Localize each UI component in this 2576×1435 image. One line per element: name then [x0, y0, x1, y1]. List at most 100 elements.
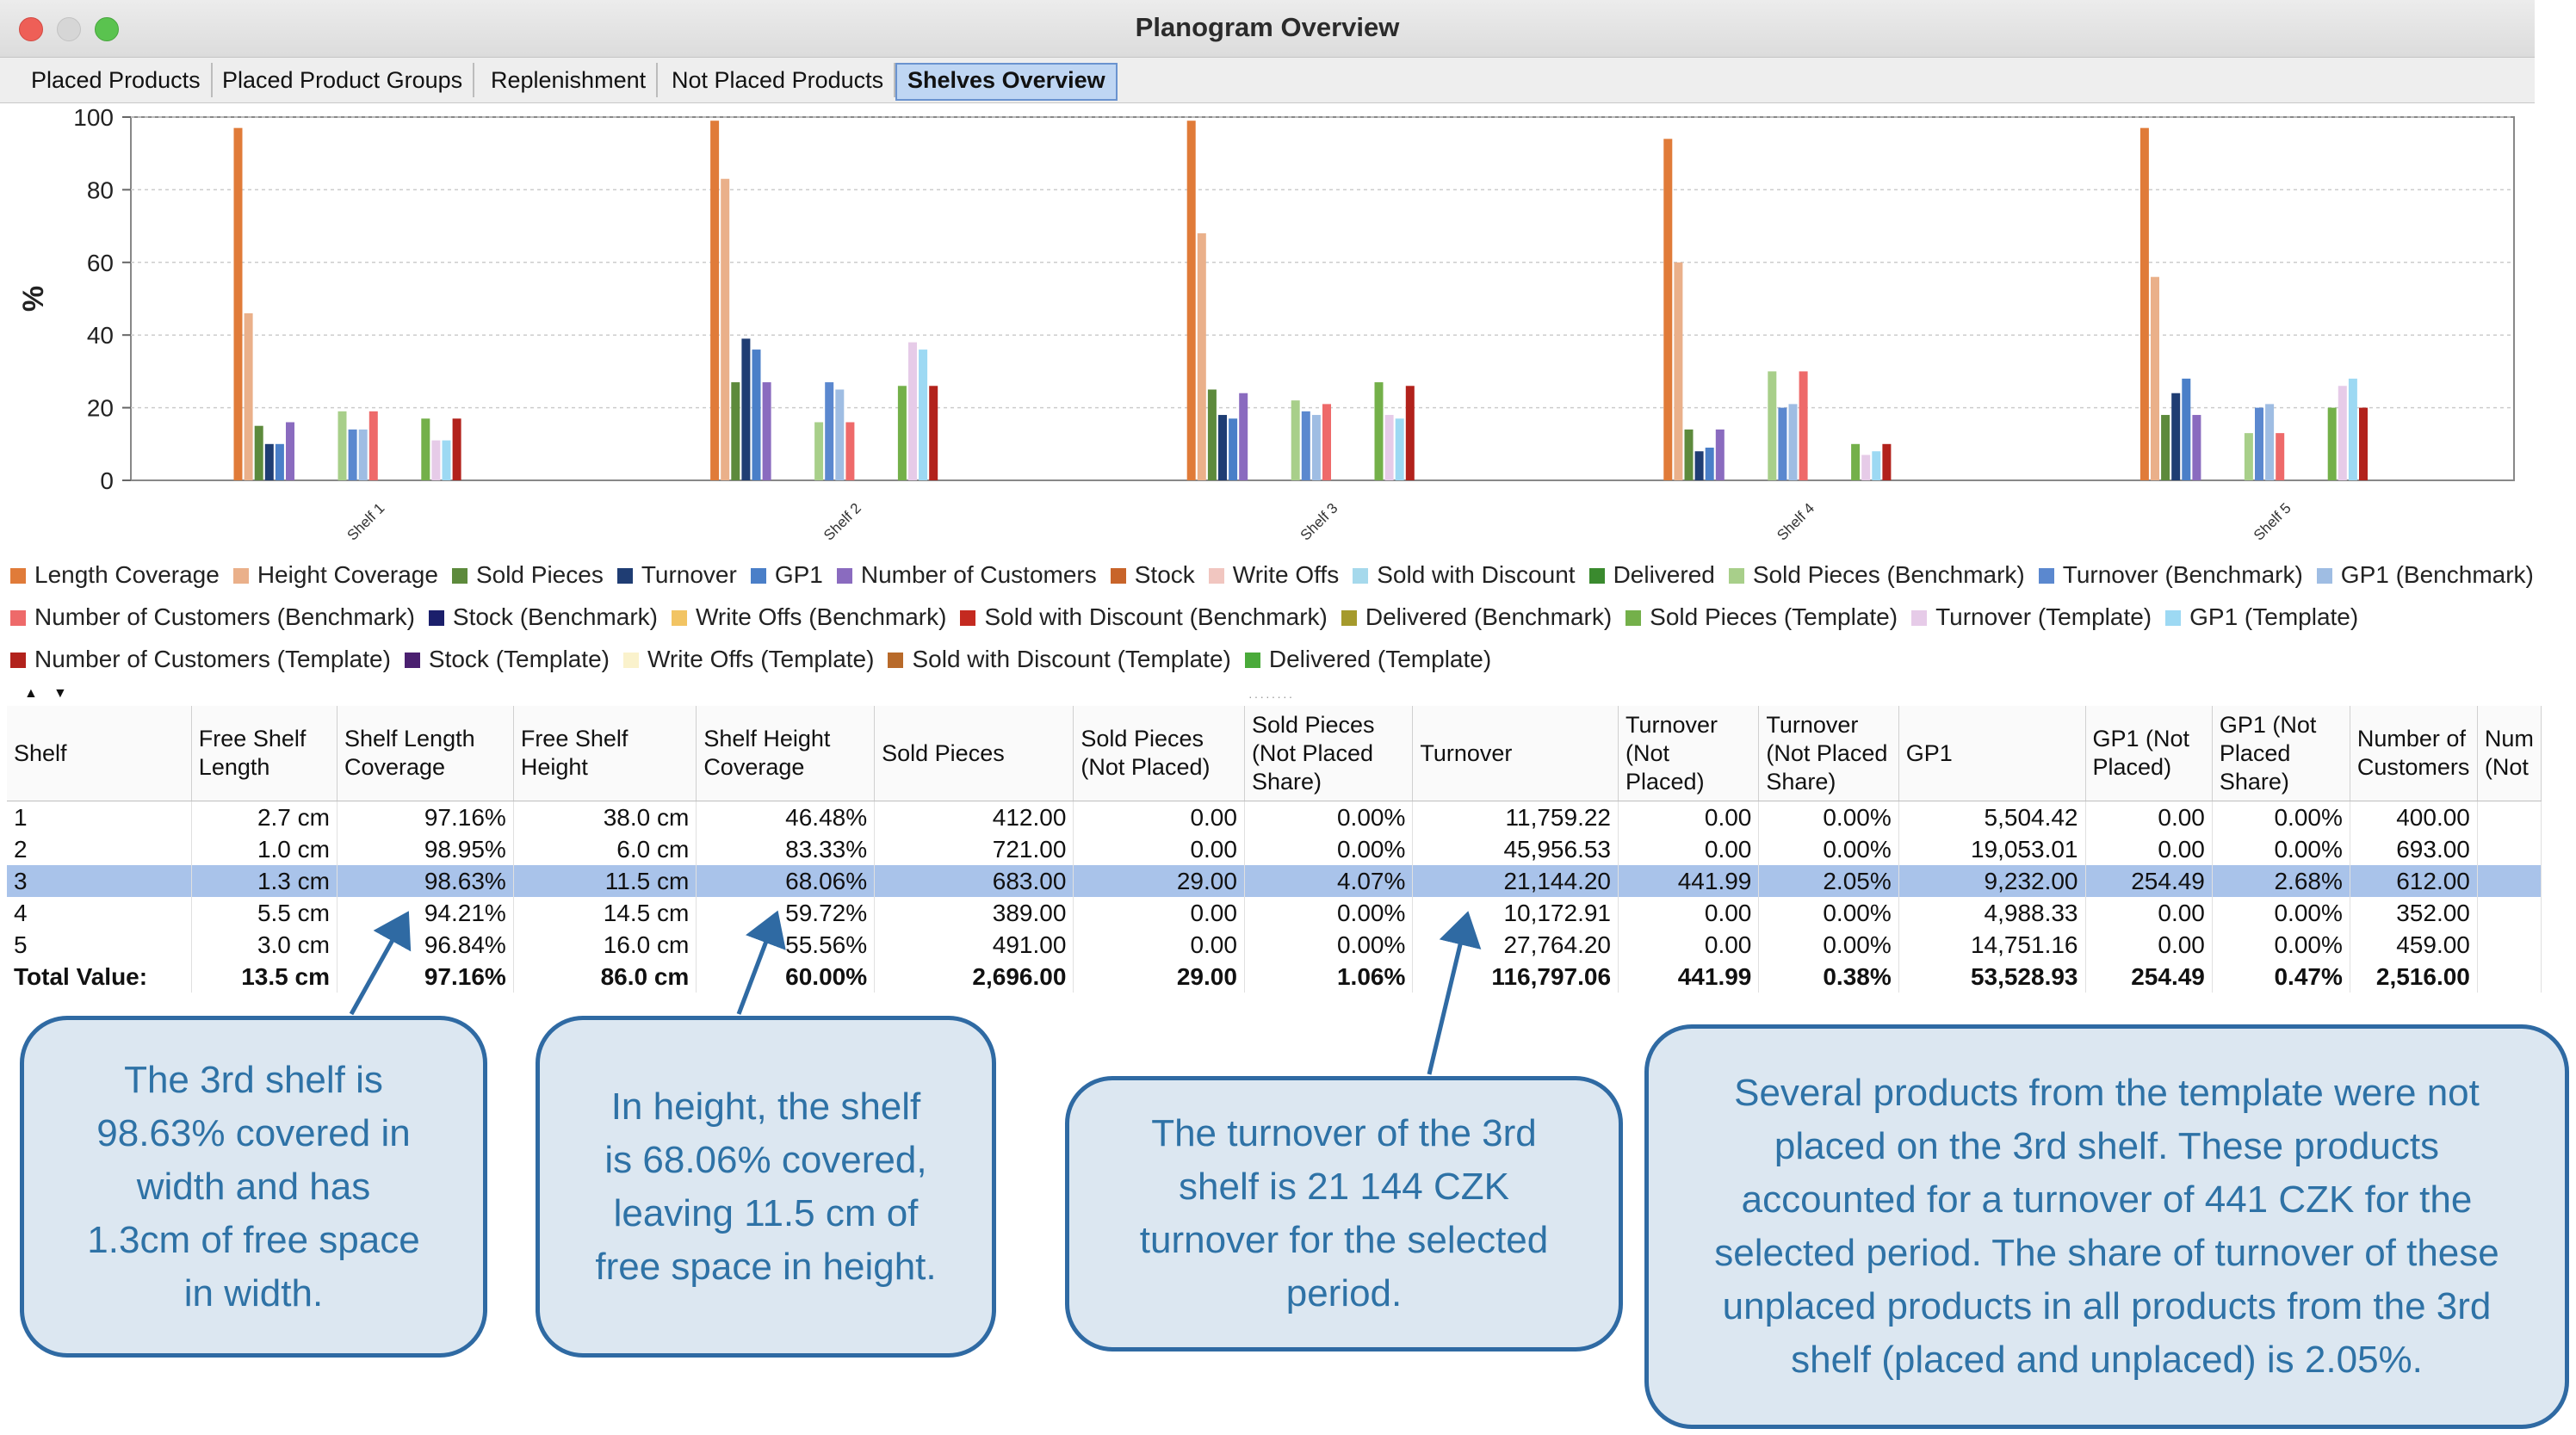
table-cell: 86.0 cm: [513, 961, 697, 993]
table-cell: 0.47%: [2212, 961, 2350, 993]
legend-label: GP1 (Template): [2189, 603, 2359, 630]
legend-swatch: [1625, 610, 1642, 626]
table-total-row[interactable]: Total Value: 13.5 cm 97.16% 86.0 cm 60.00% 2,…: [7, 961, 2542, 993]
table-row[interactable]: 4 5.5 cm 94.21% 14.5 cm 59.72% 389.00 0.00 0.00…: [7, 897, 2542, 929]
bar: [1674, 262, 1683, 480]
legend-swatch: [1728, 568, 1744, 584]
bar: [1705, 448, 1714, 480]
table-row[interactable]: 5 3.0 cm 96.84% 16.0 cm 55.56% 491.00 0.00 0.00…: [7, 929, 2542, 961]
bar: [1799, 371, 1808, 480]
legend-item: Height Coverage: [232, 561, 438, 589]
table-cell: 1.0 cm: [191, 833, 337, 865]
table-cell: 0.00%: [2212, 801, 2350, 833]
table-cell: 60.00%: [696, 961, 876, 993]
column-header[interactable]: Sold Pieces (Not Placed): [1073, 706, 1245, 801]
table-cell: 13.5 cm: [191, 961, 337, 993]
legend-swatch: [2165, 610, 2182, 626]
legend-swatch: [10, 653, 26, 668]
callout-text: The 3rd shelf is 98.63% covered in width a…: [87, 1054, 419, 1321]
tab-placed-products[interactable]: Placed Products: [21, 63, 213, 97]
tab-placed-product-groups[interactable]: Placed Product Groups: [212, 63, 475, 97]
bar: [2171, 393, 2181, 480]
tab-replenishment[interactable]: Replenishment: [480, 63, 659, 97]
column-header[interactable]: Free Shelf Height: [513, 706, 697, 801]
bar: [1684, 429, 1694, 480]
column-header[interactable]: Turnover: [1412, 706, 1619, 801]
bar: [741, 338, 751, 480]
bar: [731, 382, 740, 480]
table-cell: 0.00: [1073, 801, 1245, 833]
collapse-down-icon[interactable]: ▼: [53, 686, 67, 701]
column-header[interactable]: Sold Pieces (Not Placed Share): [1244, 706, 1414, 801]
table-cell: 3: [7, 865, 192, 897]
column-header[interactable]: Turnover (Not Placed Share): [1758, 706, 1899, 801]
collapse-up-icon[interactable]: ▲: [24, 686, 38, 701]
legend-label: Height Coverage: [257, 561, 438, 588]
callout-line: Several products from the template were …: [1734, 1072, 2480, 1114]
bar: [710, 121, 720, 480]
table-cell: 94.21%: [337, 897, 514, 929]
table-cell: 4.07%: [1244, 865, 1414, 897]
table-cell: 29.00: [1073, 961, 1245, 993]
zoom-window-button[interactable]: [95, 17, 119, 41]
callout-line: period.: [1285, 1272, 1403, 1314]
column-header[interactable]: Sold Pieces: [874, 706, 1074, 801]
bar: [1872, 451, 1881, 480]
table-cell: 459.00: [2350, 929, 2478, 961]
shelves-bar-chart: 0 20 40 60 80 100% Shelf 1 Shelf 2 Shelf 3 Shelf …: [0, 103, 2535, 542]
y-axis-label: %: [17, 286, 50, 312]
column-header[interactable]: Shelf Height Coverage: [696, 706, 876, 801]
tab-not-placed-products[interactable]: Not Placed Products: [661, 63, 896, 97]
column-header[interactable]: Free Shelf Length: [191, 706, 337, 801]
bar: [814, 422, 824, 480]
legend-swatch: [1353, 568, 1369, 584]
table-cell: 55.56%: [696, 929, 876, 961]
callout-line: turnover for the selected: [1139, 1219, 1549, 1261]
table-cell: 9,232.00: [1898, 865, 2086, 897]
bar: [762, 382, 771, 480]
legend-label: Stock (Benchmark): [452, 603, 658, 630]
legend-label: Turnover (Benchmark): [2062, 561, 2303, 588]
panel-splitter[interactable]: ▲ ▼ ········: [0, 686, 2535, 703]
callout-text: Several products from the template were …: [1714, 1067, 2499, 1387]
table-cell: 19,053.01: [1898, 833, 2086, 865]
table-row[interactable]: 3 1.3 cm 98.63% 11.5 cm 68.06% 683.00 29.00 4.0…: [7, 865, 2542, 897]
legend-item: Sold Pieces (Benchmark): [1728, 561, 2025, 589]
bar: [264, 443, 274, 480]
legend-label: Stock (Template): [428, 646, 610, 672]
column-header[interactable]: GP1 (Not Placed Share): [2212, 706, 2350, 801]
table-cell: [2477, 929, 2542, 961]
column-header[interactable]: GP1: [1898, 706, 2086, 801]
table-row[interactable]: 2 1.0 cm 98.95% 6.0 cm 83.33% 721.00 0.00 0.00%…: [7, 833, 2542, 865]
column-header[interactable]: Shelf: [7, 706, 192, 801]
table-row[interactable]: 1 2.7 cm 97.16% 38.0 cm 46.48% 412.00 0.00 0.00…: [7, 801, 2542, 833]
legend-label: Delivered (Template): [1268, 646, 1492, 672]
tab-shelves-overview[interactable]: Shelves Overview: [895, 63, 1118, 101]
bar: [721, 178, 730, 480]
column-header[interactable]: Turnover (Not Placed): [1618, 706, 1760, 801]
table-cell: 38.0 cm: [513, 801, 697, 833]
column-header[interactable]: Num (Not: [2477, 706, 2542, 801]
column-header[interactable]: Number of Customers: [2350, 706, 2478, 801]
y-tick-label: 100: [73, 104, 114, 131]
legend-label: Write Offs (Benchmark): [695, 603, 947, 630]
callout-unplaced-products: Several products from the template were …: [1644, 1024, 2569, 1429]
column-header[interactable]: Shelf Length Coverage: [337, 706, 514, 801]
bar: [1384, 415, 1394, 480]
callout-line: placed on the 3rd shelf. These products: [1774, 1125, 2440, 1167]
legend-label: Write Offs (Template): [647, 646, 875, 672]
legend-swatch: [960, 610, 976, 626]
table-cell: 5: [7, 929, 192, 961]
column-header[interactable]: GP1 (Not Placed): [2085, 706, 2213, 801]
table-cell: 6.0 cm: [513, 833, 697, 865]
table-cell: 0.00%: [1244, 833, 1414, 865]
legend-swatch: [888, 653, 904, 668]
legend-item: Number of Customers (Template): [10, 646, 391, 673]
table-cell: 2.05%: [1758, 865, 1899, 897]
callout-line: is 68.06% covered,: [604, 1138, 927, 1181]
bar: [2265, 404, 2275, 480]
bar: [233, 127, 243, 480]
close-window-button[interactable]: [19, 17, 43, 41]
minimize-window-button[interactable]: [57, 17, 81, 41]
splitter-grip-icon[interactable]: ········: [1248, 690, 1295, 703]
